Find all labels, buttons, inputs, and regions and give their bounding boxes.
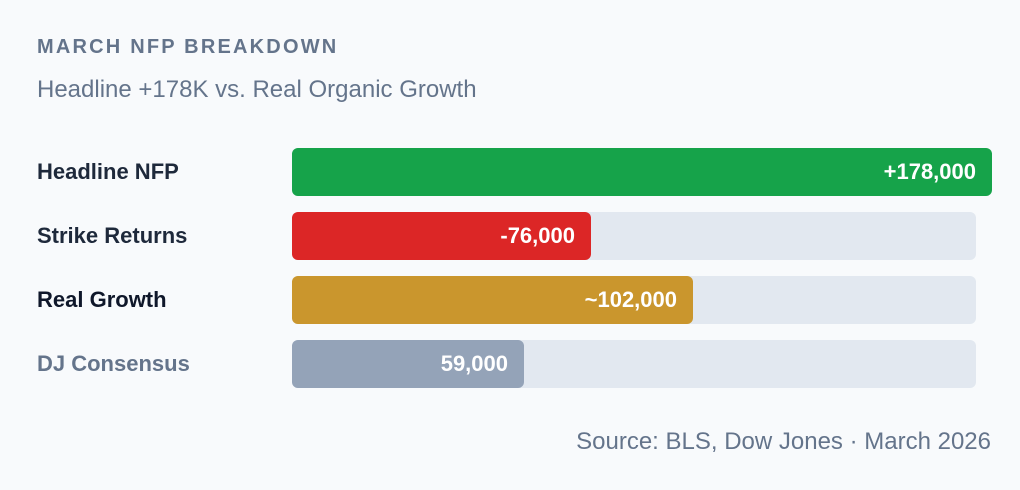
bar-row-real-growth: Real Growth ~102,000 (0, 276, 1020, 324)
bar-headline-nfp: +178,000 (292, 148, 992, 196)
bar-value-label: +178,000 (883, 159, 976, 184)
bar-dj-consensus: 59,000 (292, 340, 524, 388)
category-label: Real Growth (37, 287, 167, 312)
bar-row-dj-consensus: DJ Consensus 59,000 (0, 340, 1020, 388)
bar-row-strike-returns: Strike Returns -76,000 (0, 212, 1020, 260)
bar-real-growth: ~102,000 (292, 276, 693, 324)
chart-title: MARCH NFP BREAKDOWN (37, 36, 339, 58)
bar-value-label: -76,000 (500, 223, 575, 248)
bar-value-label: 59,000 (440, 351, 508, 376)
source-note: Source: BLS, Dow Jones · March 2026 (576, 428, 991, 455)
category-label: DJ Consensus (37, 351, 190, 376)
category-label: Strike Returns (37, 223, 188, 248)
chart-subtitle: Headline +178K vs. Real Organic Growth (37, 76, 477, 103)
category-label: Headline NFP (37, 159, 179, 184)
bar-value-label: ~102,000 (584, 287, 677, 312)
bar-row-headline-nfp: Headline NFP +178,000 (0, 148, 1020, 196)
bar-strike-returns: -76,000 (292, 212, 591, 260)
